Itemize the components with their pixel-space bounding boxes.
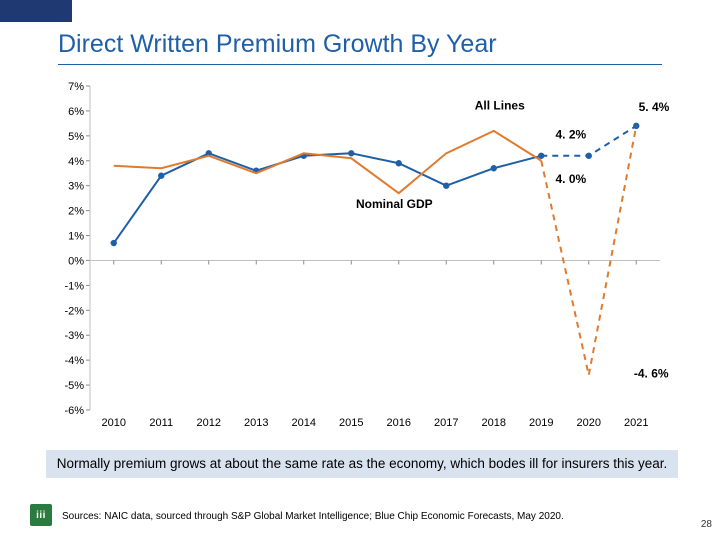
sources-text: Sources: NAIC data, sourced through S&P … <box>62 511 564 522</box>
svg-text:-6%: -6% <box>64 405 84 417</box>
page-title: Direct Written Premium Growth By Year <box>58 30 497 59</box>
svg-text:-3%: -3% <box>64 330 84 342</box>
svg-text:5. 4%: 5. 4% <box>639 100 670 114</box>
page-number: 28 <box>701 519 712 530</box>
chart: -6% -5% -4% -3% -2% -1% 0% 1% 2% 3% 4% 5% 6% 7% 2010 20… <box>50 80 690 440</box>
svg-text:0%: 0% <box>68 255 84 267</box>
svg-text:-2%: -2% <box>64 305 84 317</box>
svg-text:2021: 2021 <box>624 417 648 429</box>
svg-text:2013: 2013 <box>244 417 268 429</box>
svg-text:2016: 2016 <box>387 417 411 429</box>
svg-text:2015: 2015 <box>339 417 363 429</box>
svg-text:2017: 2017 <box>434 417 458 429</box>
svg-text:2019: 2019 <box>529 417 553 429</box>
svg-text:4. 2%: 4. 2% <box>556 127 587 141</box>
svg-text:Nominal GDP: Nominal GDP <box>356 197 433 211</box>
svg-text:6%: 6% <box>68 106 84 118</box>
svg-text:All Lines: All Lines <box>475 99 525 113</box>
callout-bar: Normally premium grows at about the same… <box>46 450 678 478</box>
svg-text:1%: 1% <box>68 231 84 243</box>
svg-text:2010: 2010 <box>102 417 126 429</box>
title-rule <box>58 64 662 65</box>
svg-text:-4%: -4% <box>64 355 84 367</box>
svg-text:4%: 4% <box>68 156 84 168</box>
svg-text:4. 0%: 4. 0% <box>556 172 587 186</box>
svg-text:2018: 2018 <box>482 417 506 429</box>
svg-text:7%: 7% <box>68 81 84 93</box>
chart-svg: -6% -5% -4% -3% -2% -1% 0% 1% 2% 3% 4% 5% 6% 7% 2010 20… <box>50 80 690 440</box>
svg-text:-4. 6%: -4. 6% <box>634 367 669 381</box>
svg-text:5%: 5% <box>68 131 84 143</box>
logo: iii <box>30 504 52 526</box>
svg-text:3%: 3% <box>68 181 84 193</box>
svg-text:2014: 2014 <box>292 417 316 429</box>
svg-text:2012: 2012 <box>197 417 221 429</box>
svg-text:2011: 2011 <box>149 417 173 429</box>
svg-text:-5%: -5% <box>64 380 84 392</box>
svg-text:2020: 2020 <box>577 417 601 429</box>
svg-text:2%: 2% <box>68 206 84 218</box>
corner-block <box>0 0 72 22</box>
svg-text:-1%: -1% <box>64 280 84 292</box>
